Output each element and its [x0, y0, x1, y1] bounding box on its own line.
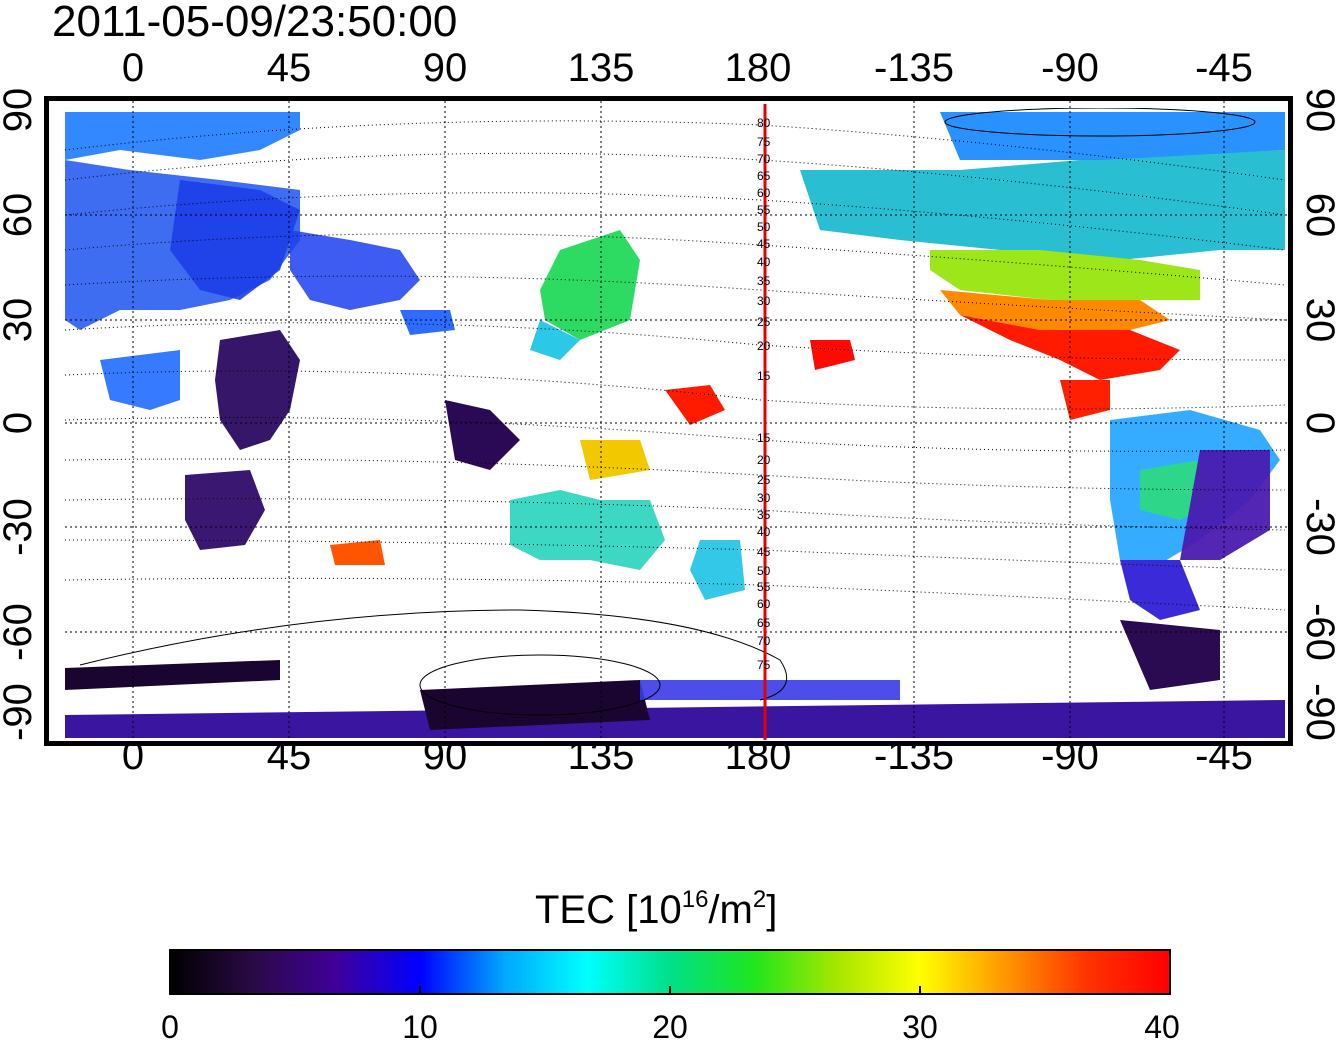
graticule [65, 101, 1288, 741]
map-bottom-border [48, 741, 1290, 746]
top-lon-tick: 180 [724, 46, 792, 90]
mlat-label: 70 [757, 634, 771, 648]
polar-contour-2 [419, 654, 661, 716]
tec-region-india-north [400, 310, 455, 335]
mlat-label: 75 [757, 135, 771, 149]
map-timestamp: 2011-05-09/23:50:00 [52, 0, 458, 46]
tec-region-arctic-west [65, 112, 300, 160]
colorbar-title-prefix: TEC [10 [535, 888, 682, 932]
tec-data-layer [65, 112, 1285, 738]
top-lon-tick: 90 [422, 46, 468, 90]
colorbar-tick-label: 10 [402, 1009, 438, 1045]
tec-region-antarctic-west [65, 660, 280, 690]
mlat-label: 20 [757, 339, 771, 353]
tec-region-australia [510, 490, 665, 570]
tec-region-china-south [530, 320, 580, 360]
mlat-label: 55 [757, 580, 771, 594]
top-lon-tick: 0 [121, 46, 145, 90]
mlat-label: 15 [757, 431, 771, 445]
tec-region-usa-south [940, 290, 1170, 330]
tec-region-pacific-red [665, 385, 725, 425]
colorbar-title-exp2: 2 [752, 886, 767, 913]
mlat-label: 80 [757, 116, 771, 130]
tec-region-central-asia [290, 230, 420, 310]
top-lon-tick: -45 [1195, 46, 1253, 90]
mlat-label: 40 [757, 525, 771, 539]
mlat-label: 75 [757, 658, 771, 672]
tec-region-indonesia [445, 400, 520, 470]
mlat-contour-s2 [65, 458, 1286, 491]
tec-region-new-zealand [690, 540, 745, 600]
polar-contour-1 [79, 609, 788, 701]
tec-region-south-america-east [1180, 450, 1270, 560]
tec-region-south-africa [185, 470, 265, 550]
mlat-label: 30 [757, 294, 771, 308]
mlat-label: 35 [757, 508, 771, 522]
colorbar-tick-label: 20 [652, 1009, 688, 1045]
tec-region-antarctic-blue [640, 680, 900, 700]
tec-region-hawaii-red [810, 340, 855, 370]
top-lon-tick: -135 [873, 46, 955, 90]
mlat-label: 45 [757, 237, 771, 251]
colorbar-tick-label: 0 [161, 1009, 179, 1045]
geomagnetic-contours [65, 120, 1286, 611]
mlat-contour-s1 [65, 417, 1286, 452]
mlat-contour-s3 [65, 498, 1286, 531]
mlat-label: 50 [757, 220, 771, 234]
mlat-label: 65 [757, 616, 771, 630]
tec-region-antarctic [65, 700, 1285, 738]
mlat-label: 20 [757, 453, 771, 467]
polar-contour-3 [944, 108, 1256, 137]
tec-region-antarctic-dark [420, 680, 650, 730]
tec-region-patagonia [1120, 560, 1200, 620]
tec-region-indian-ocean-red [330, 540, 385, 565]
colorbar-title-suffix: ] [766, 888, 778, 932]
mlat-contour-n5 [65, 275, 1286, 321]
polar-contours [79, 108, 1256, 716]
mlat-label: 25 [757, 315, 771, 329]
mlat-label: 60 [757, 186, 771, 200]
mlat-contour-s4 [65, 539, 1286, 571]
map-right-border [1288, 96, 1293, 746]
tec-region-west-africa [100, 350, 180, 410]
mlat-labels: 80 75 70 65 60 55 50 45 40 35 30 25 20 1… [757, 116, 771, 672]
map-left-border [44, 96, 49, 746]
mlat-label: 35 [757, 274, 771, 288]
top-lon-tick: 135 [567, 46, 635, 90]
tec-region-usa-north [930, 250, 1200, 300]
top-lon-tick: 45 [266, 46, 312, 90]
tec-region-eastern-europe [170, 180, 300, 300]
mlat-contour-eq [65, 370, 1286, 410]
mlat-label: 55 [757, 203, 771, 217]
mlat-label: 70 [757, 152, 771, 166]
mlat-label: 15 [757, 369, 771, 383]
mlat-label: 30 [757, 491, 771, 505]
tec-region-png-yellow [580, 440, 650, 480]
colorbar-tick-label: 40 [1144, 1009, 1180, 1045]
mlat-label: 60 [757, 597, 771, 611]
tec-region-east-asia [540, 230, 640, 340]
mlat-contour-n6 [65, 322, 1286, 361]
map-top-border [48, 96, 1290, 101]
top-lon-tick: -90 [1041, 46, 1099, 90]
colorbar-title-unit: /m [708, 888, 753, 932]
colorbar-title-exp1: 16 [681, 886, 709, 913]
tec-region-drake-passage [1120, 620, 1220, 690]
mlat-label: 50 [757, 564, 771, 578]
colorbar-tick-label: 30 [902, 1009, 938, 1045]
colorbar-ticks [419, 986, 921, 994]
mlat-label: 65 [757, 169, 771, 183]
mlat-label: 25 [757, 473, 771, 487]
mlat-label: 45 [757, 545, 771, 559]
tec-region-central-america [1060, 380, 1110, 420]
mlat-contour-s5 [65, 577, 1286, 611]
colorbar-title: TEC [1016/m2] [535, 886, 778, 933]
mlat-label: 40 [757, 255, 771, 269]
mlat-contour-n4 [65, 233, 1286, 286]
tec-region-east-africa [215, 330, 300, 450]
tec-region-canada [800, 150, 1285, 260]
